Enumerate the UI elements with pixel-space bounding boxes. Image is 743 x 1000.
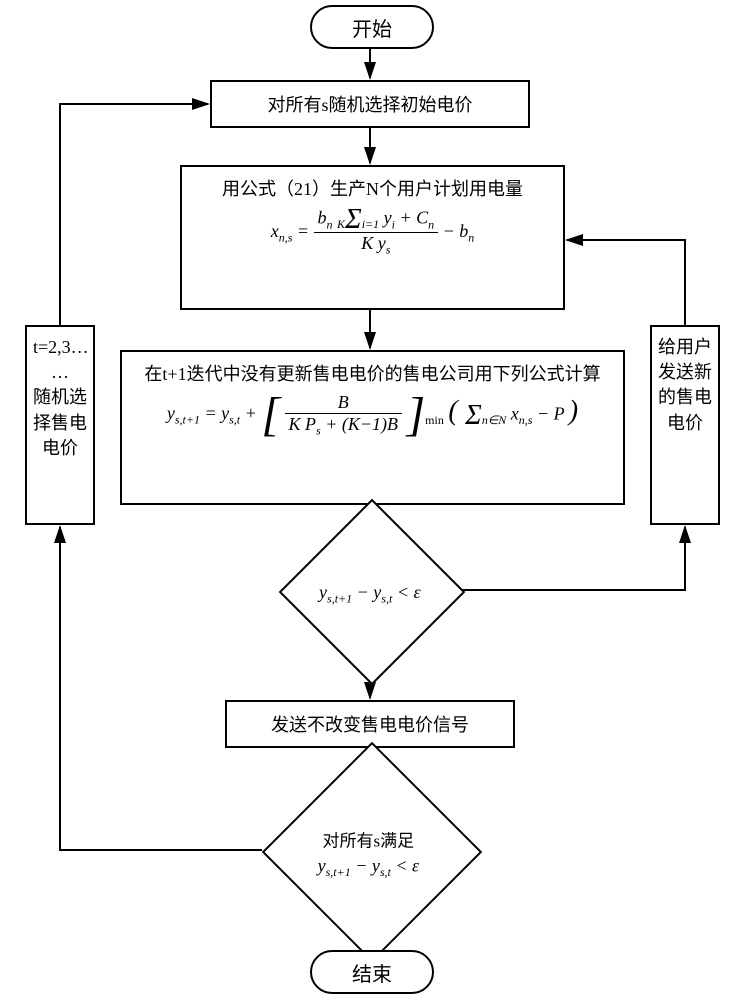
init-process: 对所有s随机选择初始电价 xyxy=(210,80,530,128)
start-terminal: 开始 xyxy=(310,5,434,49)
right-l1: 发送新 xyxy=(658,360,712,385)
start-label: 开始 xyxy=(352,13,392,42)
update-process: 在t+1迭代中没有更新售电电价的售电公司用下列公式计算 ys,t+1 = ys,… xyxy=(120,350,625,505)
right-l3: 电价 xyxy=(658,411,712,436)
gen-process: 用公式（21）生产N个用户计划用电量 xn,s = bn KΣi=1 yi + … xyxy=(180,165,565,310)
left-l1: … xyxy=(33,360,87,385)
update-formula: ys,t+1 = ys,t + [ B K Ps + (K−1)B ]min (… xyxy=(132,392,613,439)
gen-title: 用公式（21）生产N个用户计划用电量 xyxy=(192,175,553,201)
right-l2: 的售电 xyxy=(658,385,712,410)
signal-label: 发送不改变售电电价信号 xyxy=(271,711,469,737)
right-sidebox: 给用户 发送新 的售电 电价 xyxy=(650,325,720,525)
decision-2: 对所有s满足 ys,t+1 − ys,t < ε xyxy=(262,742,483,963)
left-l3: 择售电 xyxy=(33,411,87,436)
init-label: 对所有s随机选择初始电价 xyxy=(267,91,472,117)
d1-text: ys,t+1 − ys,t < ε xyxy=(319,582,421,602)
left-l0: t=2,3… xyxy=(33,335,87,360)
end-label: 结束 xyxy=(352,958,392,987)
right-l0: 给用户 xyxy=(658,335,712,360)
left-l4: 电价 xyxy=(33,436,87,461)
left-sidebox: t=2,3… … 随机选 择售电 电价 xyxy=(25,325,95,525)
end-terminal: 结束 xyxy=(310,950,434,994)
update-title: 在t+1迭代中没有更新售电电价的售电公司用下列公式计算 xyxy=(132,360,613,386)
decision-1: ys,t+1 − ys,t < ε xyxy=(279,499,466,686)
left-l2: 随机选 xyxy=(33,385,87,410)
d2-line1: 对所有s满足 xyxy=(268,830,468,852)
d2-line2: ys,t+1 − ys,t < ε xyxy=(268,855,468,881)
signal-process: 发送不改变售电电价信号 xyxy=(225,700,515,748)
gen-formula: xn,s = bn KΣi=1 yi + Cn K ys − bn xyxy=(192,207,553,258)
